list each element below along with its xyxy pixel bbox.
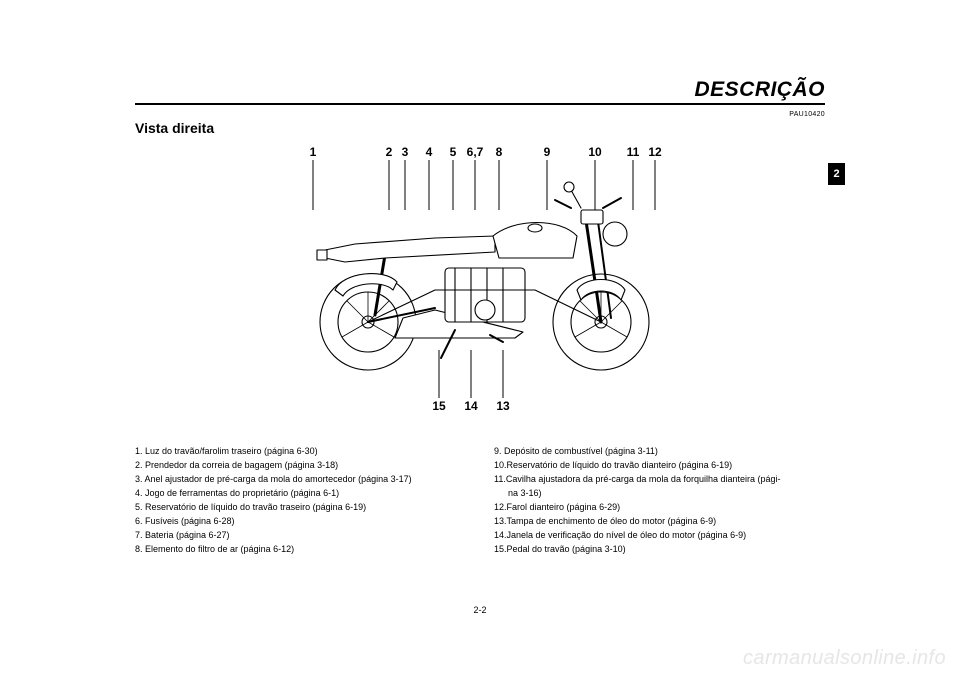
svg-text:3: 3 (402, 145, 409, 159)
svg-text:2: 2 (386, 145, 393, 159)
section-subtitle: Vista direita (135, 120, 214, 136)
legend-item: 4. Jogo de ferramentas do proprietário (… (135, 487, 466, 501)
svg-text:15: 15 (432, 399, 446, 413)
svg-text:14: 14 (464, 399, 478, 413)
manual-page: DESCRIÇÃO PAU10420 Vista direita 2 12345… (0, 0, 960, 678)
page-number: 2-2 (0, 605, 960, 615)
legend-item: 8. Elemento do filtro de ar (página 6-12… (135, 543, 466, 557)
legend-item: na 3-16) (494, 487, 825, 501)
legend-item: 13.Tampa de enchimento de óleo do motor … (494, 515, 825, 529)
legend-item: 11.Cavilha ajustadora da pré-carga da mo… (494, 473, 825, 487)
motorcycle-svg: 123456,789101112151413 (285, 140, 685, 420)
legend-item: 3. Anel ajustador de pré-carga da mola d… (135, 473, 466, 487)
legend-item: 10.Reservatório de líquido do travão dia… (494, 459, 825, 473)
legend-item: 7. Bateria (página 6-27) (135, 529, 466, 543)
motorcycle-diagram: 123456,789101112151413 (285, 140, 685, 420)
doc-code: PAU10420 (789, 111, 825, 118)
legend-item: 14.Janela de verificação do nível de óle… (494, 529, 825, 543)
legend-item: 6. Fusíveis (página 6-28) (135, 515, 466, 529)
svg-text:4: 4 (426, 145, 433, 159)
svg-text:6,7: 6,7 (467, 145, 484, 159)
section-tab: 2 (828, 163, 845, 185)
legend-right-column: 9. Depósito de combustível (página 3-11)… (494, 445, 825, 557)
svg-text:11: 11 (627, 145, 640, 159)
watermark: carmanualsonline.info (743, 647, 946, 670)
legend-item: 9. Depósito de combustível (página 3-11) (494, 445, 825, 459)
legend: 1. Luz do travão/farolim traseiro (págin… (135, 445, 825, 557)
svg-text:8: 8 (496, 145, 503, 159)
legend-item: 15.Pedal do travão (página 3-10) (494, 543, 825, 557)
header-rule (135, 103, 825, 105)
legend-item: 2. Prendedor da correia de bagagem (pági… (135, 459, 466, 473)
legend-item: 5. Reservatório de líquido do travão tra… (135, 501, 466, 515)
svg-text:1: 1 (310, 145, 317, 159)
svg-text:13: 13 (496, 399, 510, 413)
legend-item: 12.Farol dianteiro (página 6-29) (494, 501, 825, 515)
svg-text:10: 10 (588, 145, 602, 159)
legend-item: 1. Luz do travão/farolim traseiro (págin… (135, 445, 466, 459)
legend-left-column: 1. Luz do travão/farolim traseiro (págin… (135, 445, 466, 557)
page-title: DESCRIÇÃO (694, 78, 825, 102)
svg-text:5: 5 (450, 145, 457, 159)
svg-text:9: 9 (544, 145, 551, 159)
svg-text:12: 12 (648, 145, 662, 159)
